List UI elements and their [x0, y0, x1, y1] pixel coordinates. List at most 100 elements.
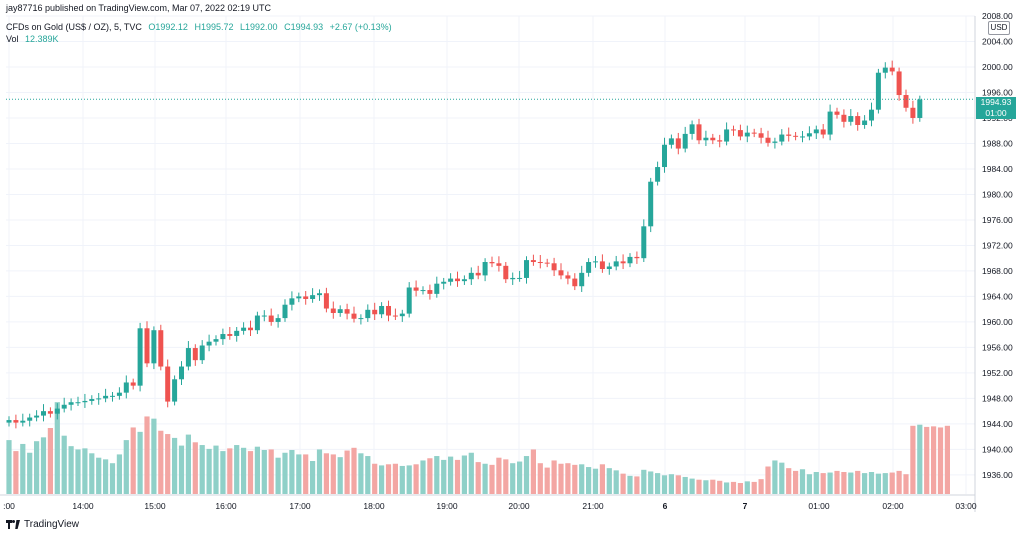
candle-body	[310, 295, 316, 299]
volume-bar	[109, 463, 116, 494]
volume-bar	[827, 472, 833, 494]
candle-body	[530, 260, 536, 263]
volume-bar	[34, 441, 40, 494]
candle-body	[827, 111, 833, 135]
volume-bar	[220, 451, 226, 494]
volume-bar	[144, 416, 150, 494]
volume-bar	[330, 454, 336, 494]
volume-bar	[510, 463, 516, 494]
y-tick-label: 1972.00	[982, 240, 1013, 250]
candle-body	[503, 265, 509, 280]
candle-body	[275, 318, 281, 322]
volume-bar	[517, 461, 523, 494]
candle-body	[392, 315, 398, 317]
volume-bar	[365, 456, 371, 494]
volume-bar	[123, 440, 129, 494]
volume-bar	[689, 478, 695, 494]
volume-bar	[882, 473, 888, 494]
candle-body	[110, 395, 115, 397]
volume-bar	[648, 471, 654, 494]
candle-body	[365, 309, 371, 319]
candle-body	[475, 272, 481, 276]
volume-bar	[862, 473, 868, 494]
volume-bar	[227, 448, 233, 494]
candle-body	[185, 348, 191, 367]
volume-bar	[675, 475, 681, 494]
candle-body	[855, 116, 861, 125]
volume-bar	[599, 464, 605, 494]
volume-bar	[372, 463, 378, 494]
volume-bar	[254, 446, 260, 494]
volume-bar	[937, 427, 944, 494]
candle-body	[517, 277, 523, 279]
x-tick-label: 18:00	[363, 501, 385, 511]
tradingview-logo-icon	[6, 520, 20, 529]
volume-bar	[351, 447, 357, 494]
candle-body	[882, 67, 888, 73]
bar-countdown: 01:00	[985, 108, 1007, 118]
candle-body	[317, 293, 322, 296]
x-tick-label: 7	[743, 501, 748, 511]
volume-bar	[799, 469, 806, 494]
volume-bar	[448, 456, 454, 494]
volume-bar	[213, 445, 219, 494]
candle-body	[399, 313, 405, 317]
candle-body	[303, 296, 309, 299]
candle-body	[820, 129, 826, 135]
currency-badge[interactable]: USD	[988, 21, 1010, 35]
volume-bar	[130, 427, 136, 494]
volume-bar	[710, 479, 716, 494]
candle-body	[889, 67, 895, 72]
candle-body	[351, 313, 357, 319]
volume-bar	[786, 468, 792, 494]
candle-body	[41, 411, 46, 416]
candle-body	[323, 293, 329, 309]
volume-bar	[917, 424, 923, 494]
x-tick-label: 02:00	[882, 501, 904, 511]
volume-bar	[282, 452, 288, 494]
volume-bar	[717, 480, 723, 494]
candle-body	[82, 400, 88, 403]
candle-body	[137, 328, 143, 386]
candle-body	[903, 95, 909, 108]
x-tick-label: 19:00	[436, 501, 458, 511]
candle-body	[248, 327, 253, 331]
candle-body	[675, 138, 681, 149]
last-price-value: 1994.93	[980, 97, 1012, 107]
candle-body	[227, 334, 233, 336]
volume-bar	[551, 460, 557, 494]
volume-bar	[613, 470, 619, 494]
volume-bar	[903, 474, 909, 494]
volume-bar	[413, 464, 419, 494]
candle-body	[468, 272, 474, 280]
x-tick-label: 6	[663, 501, 668, 511]
volume-bar	[96, 457, 102, 494]
volume-bar	[178, 445, 185, 494]
candle-body	[330, 308, 336, 313]
y-tick-label: 1960.00	[982, 317, 1013, 327]
volume-bar	[27, 452, 33, 494]
candle-body	[61, 404, 67, 409]
volume-bar	[820, 473, 826, 494]
volume-bar	[261, 450, 267, 494]
volume-bar	[441, 459, 447, 494]
volume-bar	[434, 456, 440, 494]
volume-bar	[703, 480, 709, 494]
volume-bar	[20, 443, 26, 494]
candle-body	[496, 263, 502, 266]
volume-bar	[468, 452, 474, 494]
volume-bar	[655, 473, 661, 494]
volume-bar	[730, 481, 737, 494]
candle-body	[254, 315, 260, 331]
y-tick-label: 2000.00	[982, 62, 1013, 72]
candle-body	[482, 262, 488, 276]
volume-bar	[558, 463, 564, 494]
candle-body	[689, 124, 695, 134]
candle-body	[510, 277, 516, 280]
tradingview-brand[interactable]: TradingView	[6, 519, 79, 530]
x-tick-label: 14:00	[72, 501, 94, 511]
volume-bar	[744, 481, 750, 494]
volume-bar	[54, 402, 60, 494]
candle-body	[717, 140, 723, 142]
